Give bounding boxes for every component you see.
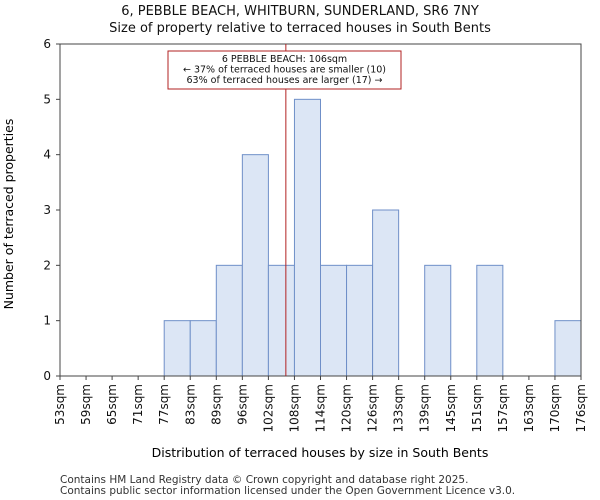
x-tick-label: 65sqm [105,384,119,425]
footer-line-2: Contains public sector information licen… [60,485,516,497]
x-tick-label: 59sqm [79,384,93,425]
bar-139sqm [424,264,452,377]
x-axis-label: Distribution of terraced houses by size … [152,445,489,460]
annotation-line-3: 63% of terraced houses are larger (17) → [187,75,383,86]
x-tick-label: 120sqm [340,384,354,432]
annotation-line-1: 6 PEBBLE BEACH: 106sqm [222,54,347,65]
bar-89sqm [215,264,243,377]
bar-126sqm [372,209,400,377]
x-tick-label: 83sqm [183,384,197,425]
x-tick-label: 102sqm [261,384,275,432]
bar-120sqm [346,264,374,377]
y-tick-label: 0 [43,369,51,383]
y-tick-label: 6 [43,37,51,51]
x-tick-label: 71sqm [131,384,145,425]
x-tick-label: 114sqm [314,384,328,432]
y-tick-label: 2 [43,258,51,272]
bar-151sqm [476,264,504,377]
x-tick-label: 89sqm [209,384,223,425]
x-tick-label: 96sqm [235,384,249,425]
x-tick-label: 108sqm [287,384,301,432]
bar-114sqm [320,264,348,377]
bar-170sqm [554,320,582,377]
x-tick-label: 176sqm [574,384,588,432]
x-tick-label: 53sqm [53,384,67,425]
bar-96sqm [241,154,269,377]
y-axis-label: Number of terraced properties [1,119,16,310]
x-tick-label: 126sqm [366,384,380,432]
y-tick-label: 1 [43,314,51,328]
x-tick-label: 77sqm [157,384,171,425]
chart-title: 6, PEBBLE BEACH, WHITBURN, SUNDERLAND, S… [121,4,479,19]
x-tick-label: 139sqm [418,384,432,432]
bar-102sqm [267,264,295,377]
x-tick-label: 145sqm [444,384,458,432]
annotation-line-2: ← 37% of terraced houses are smaller (10… [183,65,386,76]
y-tick-label: 4 [43,148,51,162]
x-tick-label: 157sqm [496,384,510,432]
x-tick-label: 163sqm [522,384,536,432]
y-tick-label: 3 [43,203,51,217]
x-tick-label: 170sqm [548,384,562,432]
chart-subtitle: Size of property relative to terraced ho… [109,21,491,36]
x-tick-label: 151sqm [470,384,484,432]
x-tick-label: 133sqm [392,384,406,432]
bar-83sqm [189,320,217,377]
annotation-box [167,50,402,90]
y-tick-label: 5 [43,92,51,106]
footer-line-1: Contains HM Land Registry data © Crown c… [60,474,469,486]
bar-77sqm [163,320,191,377]
bar-108sqm [293,98,322,377]
